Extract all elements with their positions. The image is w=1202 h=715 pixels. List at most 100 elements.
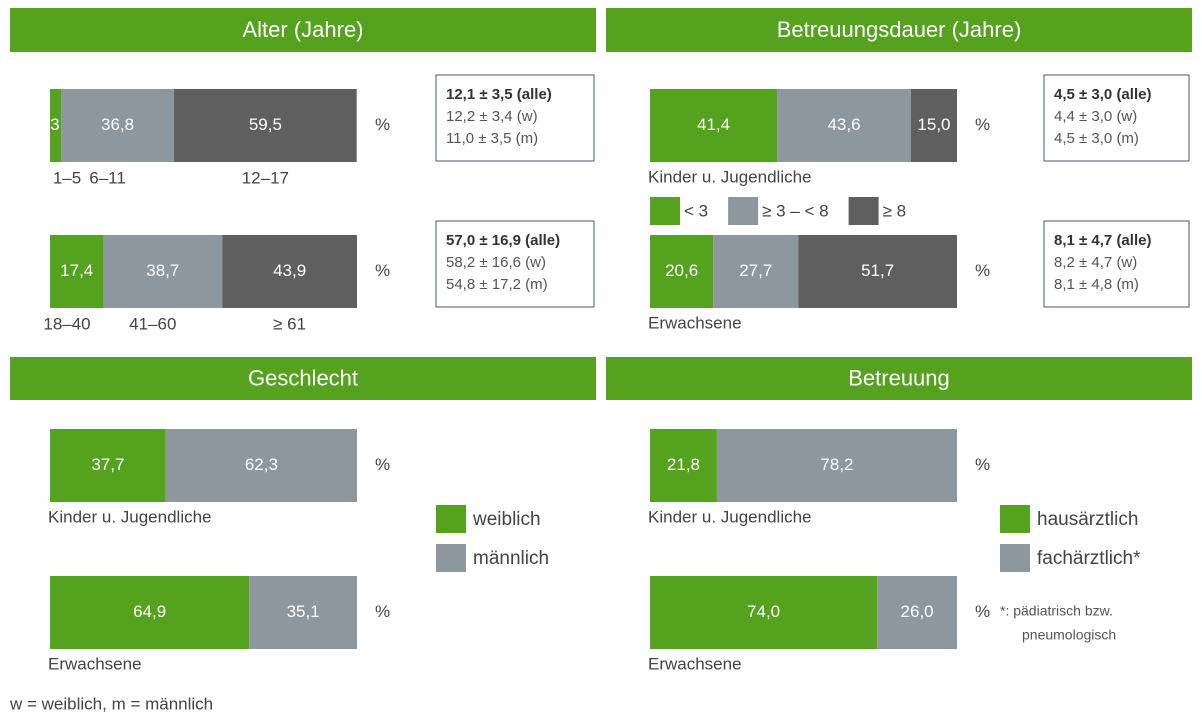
bar-segment bbox=[650, 576, 878, 649]
bar-segment bbox=[877, 576, 957, 649]
value-label: 35,1 bbox=[287, 602, 320, 621]
stats-box bbox=[1043, 220, 1190, 308]
panel-title: Geschlecht bbox=[248, 365, 358, 390]
stats-line: 54,8 ± 17,2 (m) bbox=[446, 276, 548, 293]
footer: w = weiblich, m = männlich bbox=[9, 694, 213, 713]
panel-title: Betreuung bbox=[848, 365, 950, 390]
panel-header bbox=[606, 8, 1192, 52]
bar-segment bbox=[50, 235, 104, 308]
legend-swatch bbox=[1000, 505, 1030, 533]
legend-swatch bbox=[848, 197, 879, 225]
value-label: 38,7 bbox=[146, 261, 179, 280]
unit: % bbox=[975, 115, 990, 134]
legend-swatch bbox=[1000, 544, 1030, 572]
bar-segment bbox=[50, 576, 250, 649]
legend-swatch bbox=[436, 505, 466, 533]
legend-label: weiblich bbox=[472, 509, 541, 530]
legend-swatch bbox=[650, 197, 680, 225]
bar-segment bbox=[716, 429, 957, 502]
bar-segment bbox=[713, 235, 799, 308]
unit: % bbox=[375, 602, 390, 621]
footnote: *: pädiatrisch bzw. bbox=[1000, 603, 1113, 619]
bar-segment bbox=[249, 576, 357, 649]
unit: % bbox=[375, 455, 390, 474]
unit: % bbox=[375, 115, 390, 134]
value-label: 26,0 bbox=[901, 602, 934, 621]
value-label: 36,8 bbox=[101, 115, 134, 134]
stats-line: 12,2 ± 3,4 (w) bbox=[446, 108, 538, 125]
panel-header bbox=[10, 357, 596, 400]
legend-label: hausärztlich bbox=[1037, 509, 1138, 530]
row-label: Kinder u. Jugendliche bbox=[648, 167, 812, 186]
row-label: Kinder u. Jugendliche bbox=[648, 507, 812, 526]
legend-label: < 3 bbox=[684, 201, 708, 220]
bar-segment bbox=[650, 235, 714, 308]
value-label: 62,3 bbox=[245, 455, 278, 474]
legend-swatch bbox=[436, 544, 466, 572]
value-label: 43,6 bbox=[827, 115, 860, 134]
stats-line: 8,2 ± 4,7 (w) bbox=[1054, 254, 1137, 271]
panel-header bbox=[606, 357, 1192, 400]
stats-line: 12,1 ± 3,5 (alle) bbox=[446, 86, 552, 103]
value-label: 15,0 bbox=[917, 115, 950, 134]
stats-line: 11,0 ± 3,5 (m) bbox=[446, 130, 538, 147]
value-label: 51,7 bbox=[861, 261, 894, 280]
value-label: 17,4 bbox=[60, 261, 93, 280]
stats-line: 4,5 ± 3,0 (alle) bbox=[1054, 86, 1151, 103]
legend-swatch bbox=[728, 197, 759, 225]
unit: % bbox=[975, 602, 990, 621]
panel-title: Betreuungsdauer (Jahre) bbox=[777, 17, 1022, 42]
value-label: 21,8 bbox=[667, 455, 700, 474]
bar-segment bbox=[798, 235, 957, 308]
legend-label: männlich bbox=[473, 548, 549, 569]
segment-label: 1–5 bbox=[53, 168, 81, 187]
stats-box bbox=[435, 74, 595, 162]
segment-label: 41–60 bbox=[129, 314, 176, 333]
value-label: 74,0 bbox=[747, 602, 780, 621]
unit: % bbox=[975, 455, 990, 474]
value-label: 43,9 bbox=[273, 261, 306, 280]
value-label: 41,4 bbox=[697, 115, 730, 134]
bar-segment bbox=[165, 429, 357, 502]
stats-line: 57,0 ± 16,9 (alle) bbox=[446, 232, 560, 249]
bar-segment bbox=[650, 429, 717, 502]
bar-segment bbox=[50, 89, 62, 162]
value-label: 20,6 bbox=[665, 261, 698, 280]
stats-line: 8,1 ± 4,8 (m) bbox=[1054, 276, 1139, 293]
stats-line: 58,2 ± 16,6 (w) bbox=[446, 254, 546, 271]
segment-label: 18–40 bbox=[43, 314, 90, 333]
unit: % bbox=[975, 261, 990, 280]
legend-label: fachärztlich* bbox=[1037, 548, 1141, 569]
legend-label: ≥ 3 – < 8 bbox=[762, 201, 829, 220]
panel-header bbox=[10, 8, 596, 52]
legend-label: ≥ 8 bbox=[883, 201, 907, 220]
row-label: Erwachsene bbox=[648, 313, 742, 332]
bar-segment bbox=[910, 89, 957, 162]
segment-label: ≥ 61 bbox=[273, 314, 306, 333]
stats-line: 8,1 ± 4,7 (alle) bbox=[1054, 232, 1151, 249]
stats-box bbox=[435, 220, 595, 308]
stats-line: 4,4 ± 3,0 (w) bbox=[1054, 108, 1137, 125]
bar-segment bbox=[50, 429, 166, 502]
value-label: 27,7 bbox=[739, 261, 772, 280]
footnote: pneumologisch bbox=[1022, 627, 1116, 643]
segment-label: 12–17 bbox=[242, 168, 289, 187]
value-label: 37,7 bbox=[91, 455, 124, 474]
row-label: Kinder u. Jugendliche bbox=[48, 507, 212, 526]
segment-label: 6–11 bbox=[89, 168, 126, 187]
value-label: 64,9 bbox=[133, 602, 166, 621]
row-label: Erwachsene bbox=[648, 654, 742, 673]
bar-segment bbox=[61, 89, 175, 162]
unit: % bbox=[375, 261, 390, 280]
bar-segment bbox=[103, 235, 223, 308]
value-label: 78,2 bbox=[820, 455, 853, 474]
bar-segment bbox=[650, 89, 778, 162]
value-label: 59,5 bbox=[249, 115, 282, 134]
panel-title: Alter (Jahre) bbox=[242, 17, 363, 42]
bar-segment bbox=[777, 89, 911, 162]
stats-box bbox=[1043, 74, 1190, 162]
row-label: Erwachsene bbox=[48, 654, 142, 673]
stats-line: 4,5 ± 3,0 (m) bbox=[1054, 130, 1139, 147]
bar-segment bbox=[222, 235, 357, 308]
